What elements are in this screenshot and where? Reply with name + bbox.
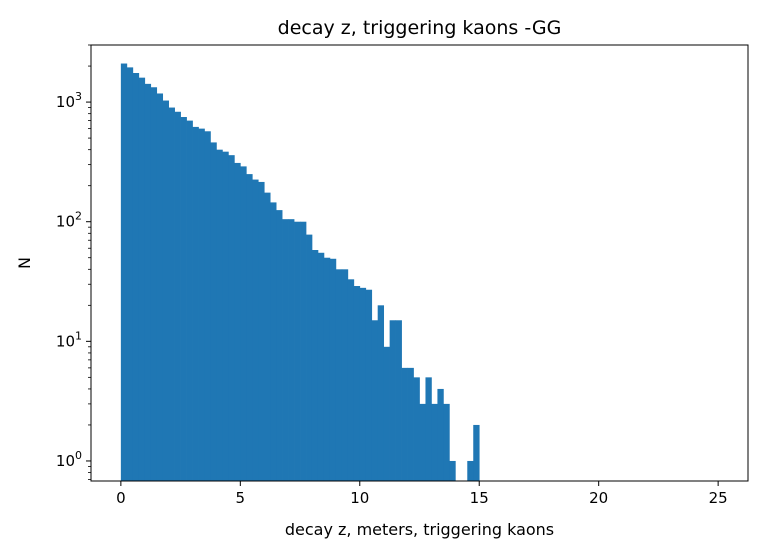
- x-tick-label: 10: [350, 489, 369, 507]
- x-axis-label: decay z, meters, triggering kaons: [285, 520, 554, 539]
- histogram-bar: [198, 128, 205, 481]
- histogram-bar: [311, 250, 319, 481]
- histogram-bar: [258, 181, 265, 481]
- y-axis: 100 101 102 103: [56, 44, 91, 480]
- x-tick-label: 0: [116, 489, 126, 507]
- histogram-bar: [377, 305, 385, 481]
- histogram-bar: [276, 210, 283, 482]
- histogram-bar: [317, 252, 325, 481]
- histogram-bar: [150, 87, 158, 481]
- histogram-bar: [282, 219, 289, 482]
- histogram-bar: [168, 107, 175, 482]
- histogram-bar: [138, 77, 146, 481]
- histogram-bar: [222, 151, 229, 482]
- histogram-bar: [353, 286, 361, 481]
- y-tick-label: 101: [56, 329, 82, 350]
- histogram-bar: [192, 126, 199, 481]
- histogram-bar: [473, 424, 480, 481]
- histogram-bar: [162, 100, 169, 481]
- histogram-bar: [395, 320, 402, 481]
- histogram-bar: [365, 289, 373, 481]
- histogram-bar: [228, 155, 235, 481]
- x-tick-label: 25: [709, 489, 728, 507]
- histogram-bar: [204, 131, 211, 481]
- histogram-bar: [264, 192, 271, 481]
- histogram-bar: [246, 174, 253, 481]
- histogram-bar: [449, 460, 456, 481]
- histogram-bar: [174, 111, 181, 481]
- x-tick-label: 20: [589, 489, 608, 507]
- histogram-bar: [431, 403, 438, 481]
- histogram-bar: [288, 219, 295, 482]
- histogram-bar: [329, 258, 337, 481]
- histogram-bar: [240, 166, 247, 481]
- x-axis: 0 5 10 15 20 25: [116, 481, 728, 507]
- x-tick-label: 5: [236, 489, 246, 507]
- histogram-bar: [341, 269, 349, 481]
- histogram-bar: [401, 367, 408, 481]
- plot-frame: [90, 44, 749, 482]
- histogram-bar: [294, 221, 301, 481]
- histogram-bar: [467, 460, 474, 481]
- histogram-bar: [419, 403, 426, 481]
- histogram-bar: [413, 377, 420, 481]
- histogram-bar: [144, 83, 152, 482]
- y-tick-label: 103: [56, 90, 82, 111]
- histogram-bar: [383, 346, 390, 481]
- bars-group: [120, 63, 480, 482]
- histogram-bar: [180, 117, 187, 482]
- x-tick-label: 15: [470, 489, 489, 507]
- histogram-bar: [359, 287, 367, 481]
- histogram-bar: [323, 257, 331, 481]
- histogram-bar: [126, 67, 134, 481]
- histogram-bar: [347, 279, 355, 481]
- histogram-bar: [252, 179, 259, 481]
- histogram-bar: [234, 162, 241, 481]
- histogram-bar: [306, 234, 313, 481]
- histogram-bar: [186, 120, 193, 482]
- y-tick-label: 102: [56, 210, 82, 231]
- histogram-bar: [120, 63, 128, 481]
- histogram-bar: [270, 202, 277, 481]
- histogram-bar: [425, 377, 432, 481]
- y-tick-label: 100: [56, 449, 82, 470]
- histogram-bar: [156, 93, 164, 481]
- histogram-bar: [300, 221, 307, 481]
- histogram-bar: [371, 320, 379, 481]
- histogram-bar: [335, 269, 343, 481]
- histogram-bar: [437, 388, 444, 481]
- histogram-bar: [443, 403, 450, 481]
- histogram-bar: [216, 149, 223, 481]
- histogram-bar: [407, 367, 414, 481]
- chart-title: decay z, triggering kaons -GG: [278, 17, 562, 39]
- histogram-bar: [210, 142, 217, 482]
- histogram-bar: [132, 73, 140, 481]
- histogram-bar: [389, 320, 396, 481]
- y-axis-label: N: [15, 257, 34, 269]
